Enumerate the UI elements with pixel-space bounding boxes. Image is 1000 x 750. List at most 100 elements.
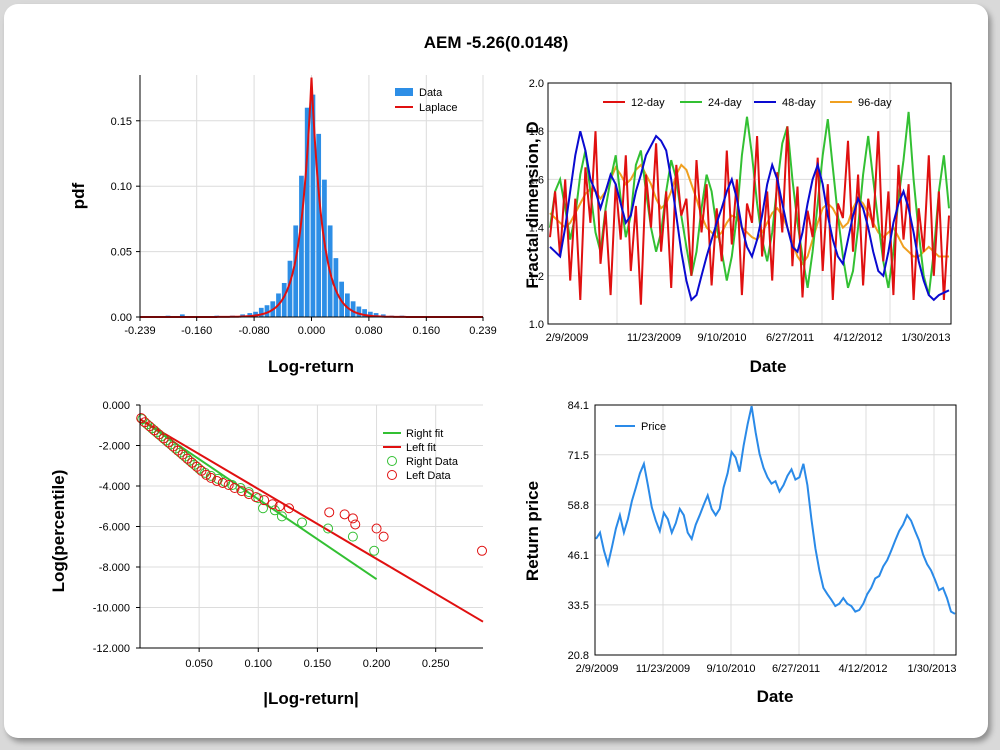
right-data-point xyxy=(258,503,269,514)
legend-label: 12-day xyxy=(631,97,665,109)
pdf-chart: -0.239 -0.160 -0.080 0.000 0.080 0.160 0.239 0.… xyxy=(69,75,497,376)
x-tick-label: 0.080 xyxy=(355,325,383,337)
x-tick-label: 0.000 xyxy=(298,325,326,337)
legend-swatch-data xyxy=(395,88,413,96)
y-tick-label: 1.8 xyxy=(529,126,544,138)
x-axis-label: Log-return xyxy=(268,357,354,376)
x-tick-label: 0.160 xyxy=(413,325,441,337)
y-tick-label: -10.000 xyxy=(93,603,130,615)
y-tick-label: 1.2 xyxy=(529,271,544,283)
fractal-legend: 12-day 24-day 48-day 96-day xyxy=(603,97,892,109)
histogram-bar xyxy=(247,313,253,317)
y-tick-label: 0.000 xyxy=(102,400,130,412)
figure-card xyxy=(4,4,988,738)
y-tick-label: 33.5 xyxy=(568,600,589,612)
y-tick-label: 2.0 xyxy=(529,78,544,90)
histogram-bar xyxy=(281,282,287,317)
y-tick-label: 1.4 xyxy=(529,223,544,235)
figure-title: AEM -5.26(0.0148) xyxy=(424,33,569,52)
x-tick-label: -0.080 xyxy=(238,325,269,337)
left-data-point xyxy=(378,531,389,542)
tail-points xyxy=(136,413,487,556)
x-tick-label: 0.050 xyxy=(185,658,213,670)
legend-swatch-left-data xyxy=(387,470,397,480)
y-tick-label: 1.6 xyxy=(529,174,544,186)
x-axis-label: |Log-return| xyxy=(263,689,358,708)
fractal-series xyxy=(549,111,950,305)
left-data-point xyxy=(205,472,216,483)
x-tick-label: 11/23/2009 xyxy=(627,332,681,344)
legend-label: 96-day xyxy=(858,97,892,109)
histogram-bar xyxy=(179,314,185,317)
price-line xyxy=(595,405,956,615)
x-axis-label: Date xyxy=(757,687,794,706)
histogram-bar xyxy=(373,313,379,317)
y-axis-label: Log(percentile) xyxy=(49,470,68,593)
x-tick-label: 2/9/2009 xyxy=(576,663,619,675)
legend-label: 48-day xyxy=(782,97,816,109)
x-tick-label: 9/10/2010 xyxy=(698,332,747,344)
left-data-point xyxy=(217,477,228,488)
price-legend: Price xyxy=(615,421,666,433)
left-data-point xyxy=(347,513,358,524)
y-tick-label: 20.8 xyxy=(568,650,589,662)
x-tick-label: 11/23/2009 xyxy=(636,663,690,675)
histogram-bar xyxy=(258,307,264,317)
left-data-point xyxy=(284,503,295,514)
histogram-bar xyxy=(293,225,299,317)
histogram-bar xyxy=(356,306,362,317)
legend-label-data: Data xyxy=(419,87,443,99)
x-tick-label: 0.239 xyxy=(469,325,497,337)
legend-label-laplace: Laplace xyxy=(419,102,458,114)
legend-label: 24-day xyxy=(708,97,742,109)
legend-label-left-data: Left Data xyxy=(406,470,452,482)
histogram-bar xyxy=(345,293,350,317)
left-data-point xyxy=(477,545,487,556)
y-tick-label: -8.000 xyxy=(99,562,130,574)
x-tick-label: 0.250 xyxy=(422,658,450,670)
y-tick-label: 46.1 xyxy=(568,550,589,562)
plot-frame xyxy=(594,404,957,656)
histogram-bar xyxy=(310,94,316,318)
y-tick-label: 71.5 xyxy=(568,450,589,462)
y-axis-label: pdf xyxy=(69,182,88,209)
histogram-bar xyxy=(362,309,367,317)
y-tick-label: 0.15 xyxy=(111,116,132,128)
histogram-bar xyxy=(299,175,304,317)
right-data-point xyxy=(297,517,308,528)
right-data-point xyxy=(369,545,380,556)
left-data-point xyxy=(350,519,361,530)
y-tick-label: 1.0 xyxy=(529,319,544,331)
y-tick-label: 0.00 xyxy=(111,312,132,324)
y-tick-label: -6.000 xyxy=(99,522,130,534)
right-data-point xyxy=(347,531,358,542)
histogram-bar xyxy=(253,311,258,317)
left-data-point xyxy=(267,499,278,510)
left-fit-line xyxy=(139,418,484,623)
tail-chart: 0.050 0.100 0.150 0.200 0.250 0.000 -2.000 -4.0… xyxy=(49,400,487,708)
left-data-point xyxy=(371,523,382,534)
x-tick-label: 0.150 xyxy=(304,658,332,670)
x-tick-label: 4/12/2012 xyxy=(839,663,888,675)
left-data-point xyxy=(324,507,335,518)
price-series xyxy=(595,405,956,615)
left-data-point xyxy=(339,509,350,520)
y-tick-label: -2.000 xyxy=(99,441,130,453)
histogram-bar xyxy=(287,260,293,317)
x-tick-label: 1/30/2013 xyxy=(902,332,951,344)
tail-legend: Right fit Left fit Right Data Left Data xyxy=(383,428,459,482)
histogram-bar xyxy=(316,133,322,317)
x-tick-label: 0.100 xyxy=(245,658,273,670)
left-data-point xyxy=(243,489,254,500)
y-axis-label: Return price xyxy=(523,481,542,581)
price-chart: 84.1 71.5 58.8 46.1 33.5 20.82/9/2009 11/23/20… xyxy=(523,400,957,706)
x-tick-label: 6/27/2011 xyxy=(772,663,820,675)
left-data-point xyxy=(211,475,222,486)
left-data-point xyxy=(229,483,240,494)
x-tick-label: 0.200 xyxy=(363,658,391,670)
x-tick-label: 1/30/2013 xyxy=(908,663,957,675)
left-data-point xyxy=(223,479,234,490)
x-tick-label: 6/27/2011 xyxy=(766,332,814,344)
series-line-12-day xyxy=(549,126,950,305)
